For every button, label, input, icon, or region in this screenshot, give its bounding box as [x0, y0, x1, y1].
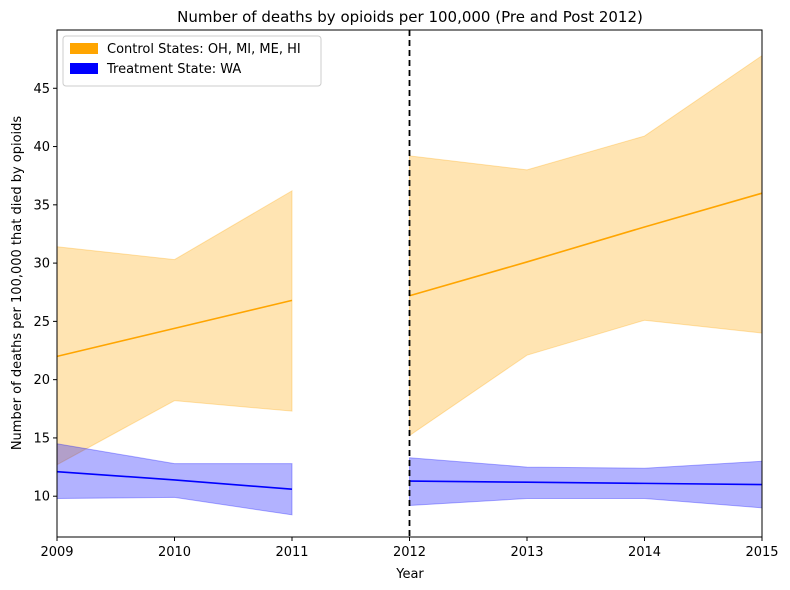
legend-label: Control States: OH, MI, ME, HI — [107, 42, 301, 57]
chart-title: Number of deaths by opioids per 100,000 … — [177, 8, 643, 26]
x-tick-label: 2011 — [275, 545, 308, 560]
x-tick-label: 2014 — [628, 545, 661, 560]
y-tick-label: 25 — [33, 315, 50, 330]
y-tick-label: 30 — [33, 257, 50, 272]
y-tick-label: 20 — [33, 373, 50, 388]
legend-swatch — [70, 63, 98, 74]
series-0-line-0 — [56, 299, 293, 358]
legend: Control States: OH, MI, ME, HI Treatment … — [62, 35, 322, 87]
plot-area — [56, 30, 763, 537]
y-axis-label: Number of deaths per 100,000 that died b… — [10, 116, 25, 451]
series-0-band-1 — [409, 54, 763, 437]
legend-swatch — [70, 43, 98, 54]
y-tick-label: 45 — [33, 82, 50, 97]
x-tick-label: 2010 — [158, 545, 191, 560]
y-tick-label: 10 — [33, 490, 50, 505]
y-tick-label: 35 — [33, 198, 50, 213]
x-axis-label: Year — [395, 567, 424, 582]
x-tick-label: 2012 — [393, 545, 426, 560]
series-1-line-0 — [56, 470, 293, 491]
x-tick-label: 2015 — [745, 545, 778, 560]
x-tick-label: 2013 — [510, 545, 543, 560]
axes: 2009 2010 2011 2012 2013 2014 2015 10 15 20 25 30 35… — [33, 82, 778, 560]
x-tick-label: 2009 — [40, 545, 73, 560]
series-0-line-1 — [409, 192, 763, 297]
legend-box — [62, 35, 322, 87]
legend-label: Treatment State: WA — [106, 62, 241, 77]
series-1-line-1 — [409, 480, 763, 486]
y-tick-label: 40 — [33, 140, 50, 155]
y-tick-label: 15 — [33, 431, 50, 446]
